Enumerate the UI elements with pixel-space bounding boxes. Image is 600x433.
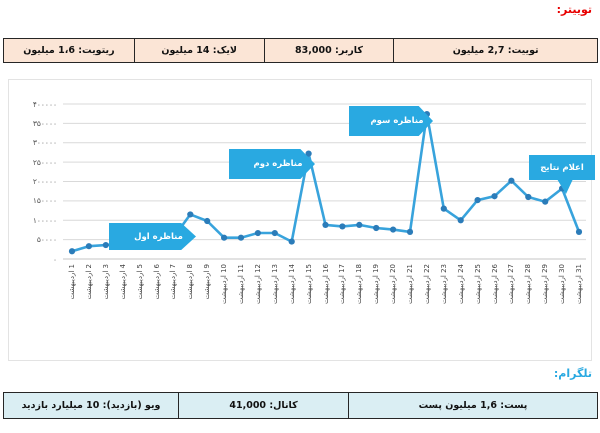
data-point-marker <box>474 197 481 204</box>
data-point-marker <box>204 217 211 225</box>
telegram-views-cell: ویو (بازدید): 10 میلیارد بازدید <box>4 393 178 418</box>
x-axis-tick-label: 31 اردیبهشت <box>575 264 583 304</box>
telegram-section-title: تلگرام: <box>553 367 592 380</box>
y-axis-tick-label: ۲۵۰۰۰۰ <box>32 157 57 167</box>
telegram-stats-table: پست: 1,6 میلیون پست کانال: 41,000 ویو (ب… <box>3 392 598 419</box>
x-axis-tick-label: 10 اردیبهشت <box>220 264 229 304</box>
x-axis-tick-label: 14 اردیبهشت <box>287 264 296 304</box>
x-axis-tick-label: 29 اردیبهشت <box>541 264 550 304</box>
x-axis-tick-label: 20 اردیبهشت <box>389 264 398 304</box>
data-point-marker <box>221 234 228 241</box>
x-axis-tick-label: 18 اردیبهشت <box>355 264 364 304</box>
data-point-marker <box>237 234 245 241</box>
data-point-marker <box>525 193 532 201</box>
telegram-channels-cell: کانال: 41,000 <box>178 393 348 418</box>
data-point-marker <box>187 211 194 218</box>
x-axis-tick-label: 27 اردیبهشت <box>507 264 516 304</box>
x-axis-tick-label: 25 اردیبهشت <box>473 264 482 304</box>
y-axis-tick-label: ۳۵۰۰۰۰ <box>32 118 57 128</box>
x-axis-tick-label: 11 اردیبهشت <box>237 264 245 304</box>
annotation-second-debate-label: مناظره دوم <box>253 159 303 169</box>
twitter-likes-cell: لایک: 14 میلیون <box>133 39 264 62</box>
y-axis-tick-label: ۴۰۰۰۰۰ <box>32 99 57 109</box>
annotation-first-debate-label: مناظره اول <box>134 231 183 242</box>
annotation-second-debate: مناظره دوم <box>229 149 315 179</box>
x-axis-tick-label: 22 اردیبهشت <box>422 264 431 304</box>
y-axis-tick-label: ۳۰۰۰۰۰ <box>32 138 57 148</box>
y-axis-tick-label: ۵۰۰۰۰ <box>36 235 57 245</box>
annotation-results-announcement-label: اعلام نتایج <box>540 162 584 173</box>
x-axis-tick-label: 16 اردیبهشت <box>321 264 330 304</box>
twitter-tweets-cell: توییت: 2,7 میلیون <box>393 39 597 62</box>
tweet-volume-line-chart: مناظره اول مناظره دوم مناظره سوم اعلام ن… <box>8 79 595 361</box>
x-axis-tick-label: 24 اردیبهشت <box>456 264 465 304</box>
y-axis-tick-label: ۱۰۰۰۰۰ <box>32 215 57 225</box>
data-point-marker <box>542 198 549 205</box>
x-axis-tick-label: 30 اردیبهشت <box>558 264 567 304</box>
data-point-marker <box>491 193 498 200</box>
x-axis-tick-label: 23 اردیبهشت <box>439 264 448 304</box>
twitter-section-title: توییتر: <box>556 3 592 16</box>
data-point-marker <box>102 241 109 249</box>
annotation-results-announcement: اعلام نتایج <box>529 155 595 180</box>
data-point-marker <box>68 248 76 255</box>
data-point-marker <box>390 226 397 233</box>
x-axis-tick-label: 21 اردیبهشت <box>406 264 414 304</box>
data-point-marker <box>254 229 261 237</box>
data-point-marker <box>373 224 380 232</box>
y-axis-tick-label: ۱۵۰۰۰۰ <box>32 196 57 206</box>
data-point-marker <box>356 221 363 228</box>
data-point-marker <box>575 228 583 235</box>
x-axis-tick-label: 28 اردیبهشت <box>524 264 533 304</box>
twitter-users-cell: کاربر: 83,000 <box>263 39 394 62</box>
x-axis-tick-label: 2 اردیبهشت <box>84 264 93 300</box>
data-point-marker <box>305 150 312 157</box>
twitter-retweets-cell: ریتویت: 1،6 میلیون <box>4 39 134 62</box>
x-axis-tick-label: 13 اردیبهشت <box>270 264 279 304</box>
data-point-marker <box>339 223 346 230</box>
x-axis-tick-label: 9 اردیبهشت <box>203 264 212 300</box>
data-point-marker <box>508 177 515 184</box>
x-axis-tick-label: 26 اردیبهشت <box>490 264 499 304</box>
annotation-third-debate: مناظره سوم <box>349 106 433 136</box>
data-point-marker <box>322 221 329 228</box>
x-axis-tick-label: 19 اردیبهشت <box>372 264 381 304</box>
x-axis-tick-label: 8 اردیبهشت <box>186 264 195 300</box>
x-axis-tick-label: 3 اردیبهشت <box>101 264 110 300</box>
data-point-marker <box>271 229 278 237</box>
y-axis-tick-label: ۰ <box>52 254 57 264</box>
x-axis-tick-label: 5 اردیبهشت <box>135 264 144 300</box>
x-axis-tick-label: 12 اردیبهشت <box>253 264 262 304</box>
y-axis-tick-label: ۲۰۰۰۰۰ <box>32 177 57 186</box>
data-point-marker <box>440 205 447 212</box>
telegram-posts-cell: پست: 1,6 میلیون پست <box>348 393 597 418</box>
data-point-marker <box>85 243 92 250</box>
twitter-stats-table: توییت: 2,7 میلیون کاربر: 83,000 لایک: 14… <box>3 38 598 63</box>
data-point-marker <box>406 228 414 235</box>
x-axis-tick-label: 1 اردیبهشت <box>68 264 76 300</box>
annotation-third-debate-label: مناظره سوم <box>370 116 424 126</box>
x-axis-tick-label: 6 اردیبهشت <box>152 264 161 300</box>
x-axis-tick-label: 4 اردیبهشت <box>118 264 127 300</box>
annotation-first-debate: مناظره اول <box>109 223 196 250</box>
x-axis-tick-label: 17 اردیبهشت <box>338 264 347 304</box>
data-point-marker <box>288 238 295 245</box>
data-point-marker <box>457 217 464 224</box>
x-axis-tick-label: 15 اردیبهشت <box>304 264 313 304</box>
annotation-results-callout-tail <box>557 179 573 194</box>
x-axis-tick-label: 7 اردیبهشت <box>169 264 178 300</box>
